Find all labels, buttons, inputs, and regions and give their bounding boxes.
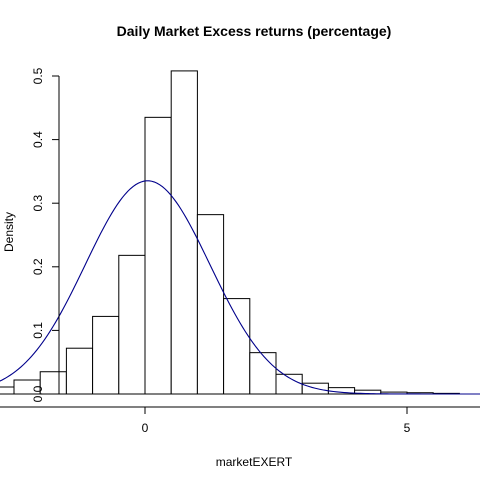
y-tick-label: 0.2	[31, 258, 45, 275]
density-curve-layer	[0, 180, 480, 395]
y-axis-label: Density	[2, 212, 16, 252]
histogram-bar	[223, 298, 251, 395]
chart-title: Daily Market Excess returns (percentage)	[117, 23, 392, 39]
histogram-bar	[65, 347, 94, 395]
histogram-bar	[170, 70, 198, 395]
x-tick-label: 0	[142, 421, 149, 435]
y-tick-label: 0.0	[31, 385, 45, 402]
density-curve	[0, 180, 480, 395]
y-tick-label: 0.3	[31, 195, 45, 212]
y-tick-label: 0.4	[31, 131, 45, 148]
y-tick-label: 0.5	[31, 67, 45, 84]
histogram-bar	[0, 386, 15, 395]
y-tick-label: 0.1	[31, 322, 45, 339]
histogram-bar	[196, 214, 225, 395]
histogram-bar	[92, 315, 120, 395]
histogram-bars	[0, 70, 460, 395]
x-tick-label: 5	[404, 421, 411, 435]
y-axis: 0.0 0.1 0.2 0.3 0.4 0.5	[31, 67, 60, 402]
histogram-bar	[249, 352, 277, 395]
histogram-bar	[144, 116, 172, 395]
x-axis: -50510	[0, 406, 480, 435]
histogram-bar	[118, 254, 146, 395]
x-axis-label: marketEXERT	[216, 455, 293, 469]
